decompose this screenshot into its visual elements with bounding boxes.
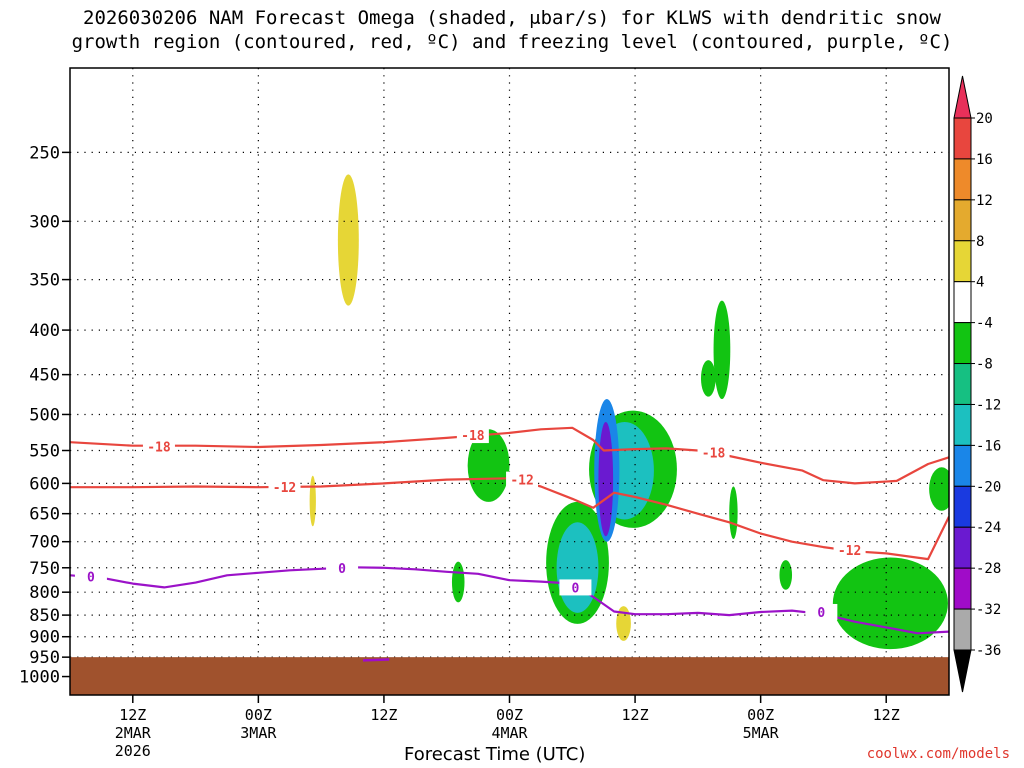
purple-label-d: 0 — [817, 606, 825, 621]
colorbar-label-3: 8 — [976, 234, 984, 250]
y-tick-label-700: 700 — [29, 533, 60, 553]
y-tick-label-550: 550 — [29, 442, 60, 462]
colorbar-cell-12 — [954, 609, 971, 650]
omega-region-16 — [929, 467, 954, 510]
colorbar-cell-5 — [954, 323, 971, 364]
x-tick-label-78-0: 12Z — [873, 706, 900, 724]
colorbar-label-13: -36 — [976, 643, 1001, 659]
red-label-c: -18 — [702, 447, 726, 462]
colorbar-cell-11 — [954, 568, 971, 609]
y-tick-label-900: 900 — [29, 628, 60, 648]
x-tick-label-6-2: 2026 — [115, 742, 151, 760]
y-tick-label-850: 850 — [29, 606, 60, 626]
surface-freezing-segment — [363, 660, 389, 661]
omega-region-0 — [338, 174, 359, 305]
omega-region-9 — [598, 422, 613, 536]
purple-label-c: 0 — [572, 581, 580, 596]
x-tick-label-18-1: 3MAR — [240, 724, 277, 742]
colorbar-top-arrow — [954, 76, 971, 118]
y-tick-label-500: 500 — [29, 405, 60, 425]
omega-region-14 — [779, 560, 792, 590]
omega-region-3 — [452, 562, 465, 603]
y-tick-label-650: 650 — [29, 505, 60, 525]
colorbar-label-8: -16 — [976, 438, 1001, 454]
red-label-a: -18 — [147, 440, 171, 455]
x-tick-label-66-0: 00Z — [747, 706, 774, 724]
y-tick-label-250: 250 — [29, 143, 60, 163]
x-tick-label-54-0: 12Z — [622, 706, 649, 724]
colorbar-cell-8 — [954, 445, 971, 486]
colorbar-label-1: 16 — [976, 152, 993, 168]
y-tick-label-750: 750 — [29, 559, 60, 579]
colorbar-label-9: -20 — [976, 479, 1001, 495]
x-tick-label-66-1: 5MAR — [743, 724, 780, 742]
purple-label-b: 0 — [338, 562, 346, 577]
colorbar-cell-2 — [954, 200, 971, 241]
colorbar-label-7: -12 — [976, 397, 1001, 413]
omega-region-7 — [557, 522, 599, 613]
colorbar-bottom-arrow — [954, 650, 971, 692]
colorbar-cell-7 — [954, 404, 971, 445]
omega-shading — [310, 174, 955, 649]
omega-region-13 — [729, 487, 737, 539]
colorbar-cell-3 — [954, 241, 971, 282]
ground-layer — [70, 657, 949, 695]
red-contour-1 — [70, 478, 949, 559]
x-tick-label-6-1: 2MAR — [115, 724, 152, 742]
colorbar-label-2: 12 — [976, 193, 993, 209]
colorbar-cell-0 — [954, 118, 971, 159]
y-tick-label-800: 800 — [29, 583, 60, 603]
red-label-d: -12 — [273, 481, 296, 496]
colorbar-cell-1 — [954, 159, 971, 200]
colorbar-label-6: -8 — [976, 357, 993, 373]
colorbar-label-12: -32 — [976, 602, 1001, 618]
omega-region-15 — [833, 558, 948, 650]
red-label-e: -12 — [510, 474, 533, 489]
colorbar-cell-6 — [954, 364, 971, 405]
ground-fill — [70, 657, 949, 695]
colorbar: 20 16 12 8 4 -4 -8 -12 -16 -20 -24 -28 -32 -36 — [954, 76, 1001, 692]
y-tick-label-350: 350 — [29, 271, 60, 291]
y-tick-label-450: 450 — [29, 366, 60, 386]
x-tick-label-42-0: 00Z — [496, 706, 523, 724]
colorbar-cell-10 — [954, 527, 971, 568]
y-tick-label-600: 600 — [29, 474, 60, 494]
grid-lines — [70, 68, 949, 695]
colorbar-label-5: -4 — [976, 316, 993, 332]
credit-text: coolwx.com/models — [867, 746, 1010, 762]
colorbar-label-11: -28 — [976, 561, 1001, 577]
x-tick-label-42-1: 4MAR — [491, 724, 528, 742]
colorbar-label-0: 20 — [976, 111, 993, 127]
red-label-b: -18 — [461, 429, 485, 444]
y-axis: 2503003504004505005506006507007508008509… — [19, 143, 70, 687]
y-tick-label-300: 300 — [29, 212, 60, 232]
colorbar-cell-4 — [954, 282, 971, 323]
y-tick-label-400: 400 — [29, 321, 60, 341]
y-tick-label-1000: 1000 — [19, 668, 60, 688]
omega-region-12 — [701, 360, 716, 397]
purple-label-a: 0 — [87, 571, 95, 586]
x-tick-label-18-0: 00Z — [245, 706, 272, 724]
x-tick-label-6-0: 12Z — [119, 706, 146, 724]
x-axis-label: Forecast Time (UTC) — [404, 744, 585, 765]
temperature-contours: -18 -18 -18 -12 -12 -12 0 0 0 0 — [70, 427, 949, 633]
colorbar-cell-9 — [954, 486, 971, 527]
colorbar-label-4: 4 — [976, 275, 984, 291]
x-tick-label-30-0: 12Z — [370, 706, 397, 724]
omega-region-11 — [714, 301, 731, 399]
red-label-f: -12 — [838, 544, 861, 559]
y-tick-label-950: 950 — [29, 648, 60, 668]
colorbar-label-10: -24 — [976, 520, 1001, 536]
